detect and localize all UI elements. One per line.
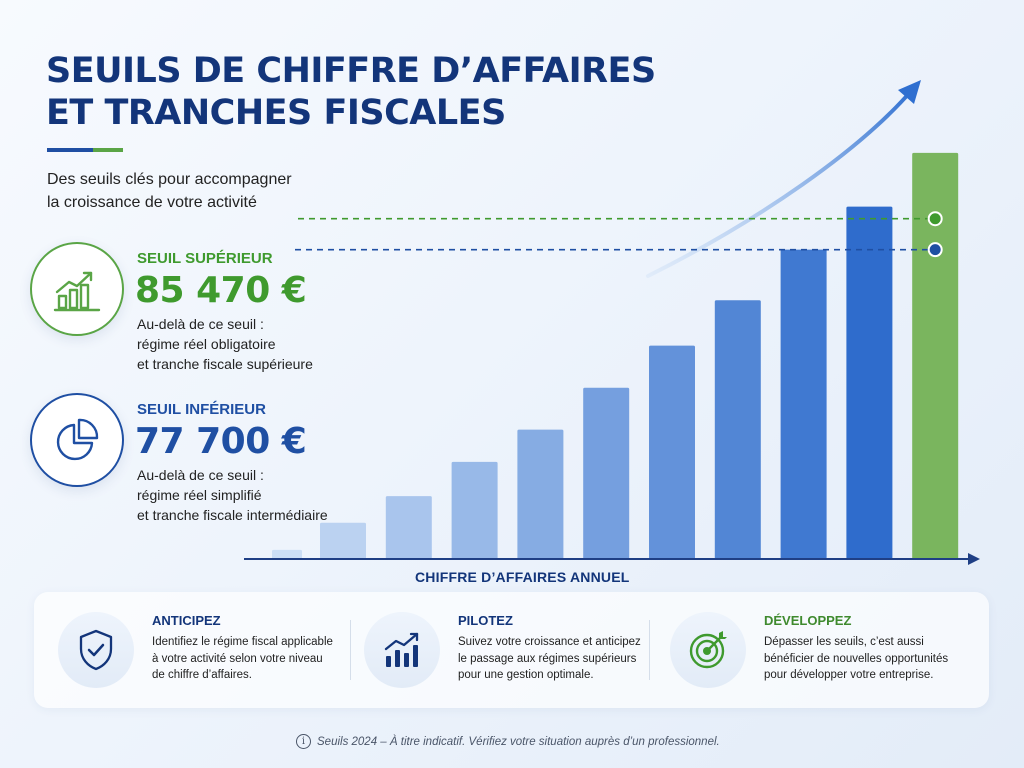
bar [517,429,564,559]
feature-title: ANTICIPEZ [152,613,221,628]
trend-arrow [646,88,914,278]
lower-threshold-desc: Au-delà de ce seuil : régime réel simpli… [137,467,328,523]
features-panel: ANTICIPEZ Identifiez le régime fiscal ap… [34,592,989,708]
target-icon [670,612,746,688]
title-underline [47,148,123,152]
threshold-marker [927,242,943,258]
lower-threshold-amount: 77 700 € [135,421,307,462]
info-icon: i [296,734,311,749]
bar [583,387,630,559]
bar [714,300,761,559]
bar [320,522,366,559]
feature-desc: Identifiez le régime fiscal applicable à… [152,636,333,681]
footnote-text: Seuils 2024 – À titre indicatif. Vérifie… [317,735,720,748]
bar [846,206,893,560]
divider [350,620,351,680]
feature-title: PILOTEZ [458,613,513,628]
shield-check-icon [58,612,134,688]
feature-title: DÉVELOPPEZ [764,613,852,628]
feature-desc: Suivez votre croissance et anticipez le … [458,636,641,681]
trend-arrow-head [898,80,921,104]
x-axis-arrow [968,553,980,565]
divider [649,620,650,680]
upper-threshold-amount: 85 470 € [135,270,307,311]
bar [451,461,498,559]
bar [912,152,959,559]
upper-threshold-label: SEUIL SUPÉRIEUR [137,250,273,267]
pie-chart-icon [30,393,124,487]
lower-threshold-label: SEUIL INFÉRIEUR [137,401,266,418]
x-axis-label: CHIFFRE D’AFFAIRES ANNUEL [415,569,630,585]
upper-threshold-desc: Au-delà de ce seuil : régime réel obliga… [137,316,313,372]
feature-developpez: DÉVELOPPEZ Dépasser les seuils, c’est au… [646,592,976,708]
feature-desc: Dépasser les seuils, c’est aussi bénéfic… [764,636,949,681]
bar [272,549,302,559]
bar [780,249,827,560]
bar [385,496,432,559]
footnote: i Seuils 2024 – À titre indicatif. Vérif… [296,734,720,749]
page-title: SEUILS DE CHIFFRE D’AFFAIRES ET TRANCHES… [46,51,656,133]
feature-anticipez: ANTICIPEZ Identifiez le régime fiscal ap… [34,592,349,708]
threshold-marker [927,211,943,227]
growth-chart-icon [30,242,124,336]
revenue-bar-chart [244,80,980,565]
feature-pilotez: PILOTEZ Suivez votre croissance et antic… [340,592,655,708]
rising-bars-icon [364,612,440,688]
bar [649,345,695,559]
page-subtitle: Des seuils clés pour accompagner la croi… [47,171,292,211]
